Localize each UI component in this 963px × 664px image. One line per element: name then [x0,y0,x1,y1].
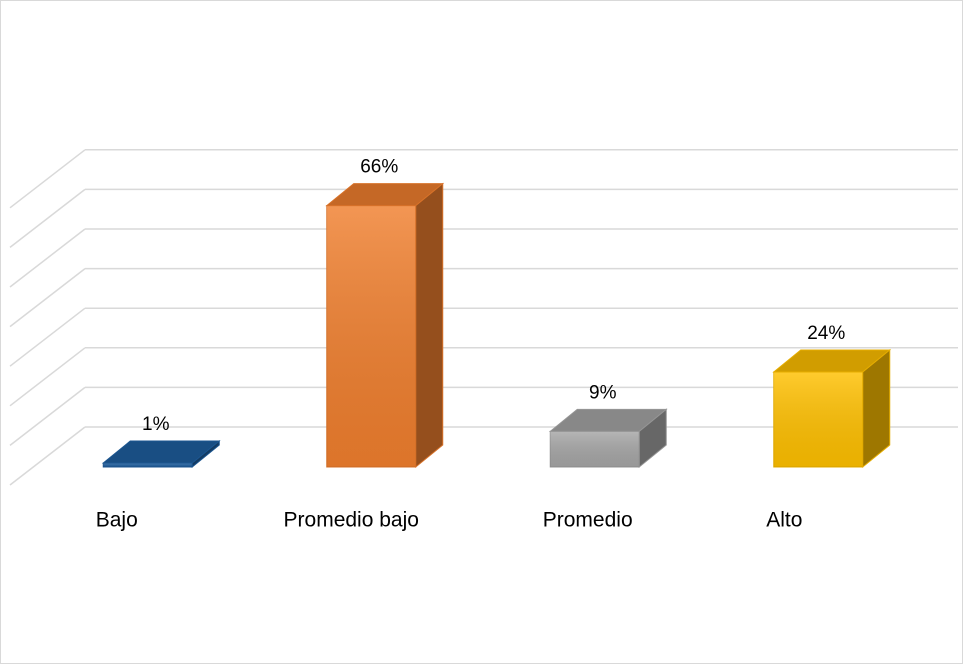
side-grid-line [9,228,86,288]
side-grid-line [9,347,86,407]
bar-front-shade [103,463,193,467]
bar-side [191,439,220,469]
value-label: 66% [360,157,398,178]
bar-side [862,348,891,469]
bar-front-shade [550,431,640,467]
bar-front-shade [773,371,863,467]
side-grid-line [9,307,86,367]
bar-front-shade [326,205,416,467]
side-grid-line [9,188,86,248]
side-grid-line [9,386,86,446]
x-tick-label: Bajo [96,509,138,532]
bar-side [638,408,667,469]
side-grid-line [9,426,86,486]
value-label: 9% [589,382,617,403]
x-tick-label: Promedio bajo [284,509,419,532]
value-label: 24% [807,323,845,344]
side-grid-line [9,268,86,328]
x-tick-label: Promedio [543,509,633,532]
bar-side [415,182,444,469]
x-tick-label: Alto [766,509,802,532]
value-label: 1% [142,414,170,435]
side-grid-line [9,149,86,209]
